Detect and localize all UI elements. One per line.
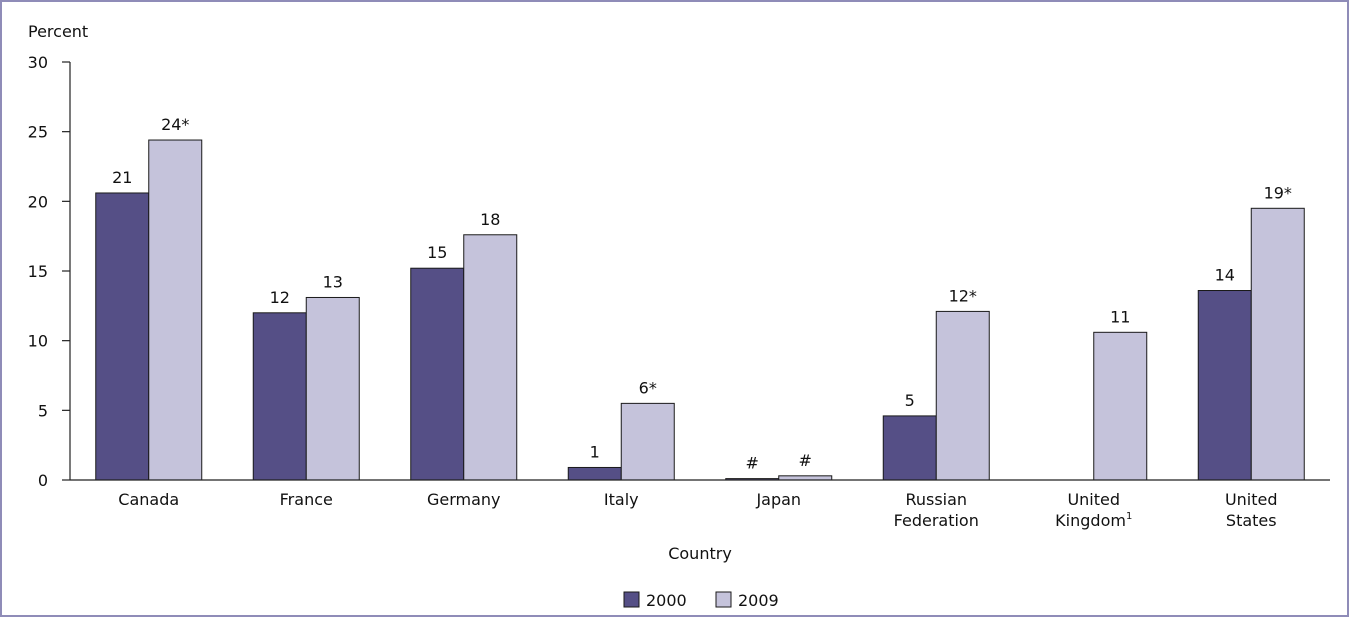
y-tick-label: 30 (28, 53, 48, 72)
legend: 2000 2009 (623, 591, 779, 610)
legend-label: 2009 (738, 591, 779, 610)
bar-2009 (463, 234, 518, 481)
x-tick-label: States (1226, 511, 1277, 530)
bar-group: 1 6* (567, 378, 675, 481)
y-tick-label: 20 (28, 192, 48, 211)
y-tick-label: 10 (28, 332, 48, 351)
bar-group: # # (725, 451, 833, 481)
y-tick-label: 15 (28, 262, 48, 281)
y-tick-label: 25 (28, 123, 48, 142)
data-label: # (746, 454, 759, 473)
x-tick-label: Kingdom1 (1055, 511, 1132, 530)
x-tick-label: Federation (894, 511, 979, 530)
legend-item: 2000 (623, 591, 687, 610)
bar-2009 (778, 475, 833, 481)
bar-group: 12 13 (252, 272, 360, 481)
y-axis-label: Percent (28, 22, 88, 41)
legend-swatch (715, 591, 732, 608)
bar-2000 (1197, 290, 1252, 481)
x-axis-label: Country (668, 544, 732, 563)
bar-group: 21 24* (95, 115, 203, 481)
bar-2009 (305, 296, 360, 481)
bar-2009 (1093, 331, 1148, 481)
x-tick-label: Italy (604, 490, 639, 509)
bar-group: 14 19* (1197, 183, 1305, 481)
x-tick-label: Canada (118, 490, 179, 509)
data-label: 18 (480, 210, 500, 229)
x-tick-label: Russian (905, 490, 967, 509)
x-axis: Canada France Germany Italy Japan Russian Fede… (70, 479, 1330, 530)
data-label: 21 (112, 168, 132, 187)
bar-2000 (95, 192, 150, 481)
data-label: 12* (949, 286, 977, 305)
data-label: 6* (639, 378, 657, 397)
bar-2009 (935, 310, 990, 481)
x-tick-label: Japan (755, 490, 801, 509)
bar-2000 (410, 267, 465, 481)
bar-group: 5 12* (882, 286, 990, 481)
bar-2009 (620, 402, 675, 481)
legend-item: 2009 (715, 591, 779, 610)
data-label: 13 (323, 272, 343, 291)
x-tick-label: United (1067, 490, 1120, 509)
bar-2000 (252, 312, 307, 481)
data-label: 19* (1264, 183, 1292, 202)
data-label: 12 (270, 288, 290, 307)
y-tick-label: 0 (38, 471, 48, 490)
data-label: 5 (905, 391, 915, 410)
bar-2009 (1250, 207, 1305, 481)
data-label: # (799, 451, 812, 470)
bar-2009 (148, 139, 203, 481)
x-tick-label: Germany (427, 490, 501, 509)
data-label: 24* (161, 115, 189, 134)
legend-swatch (623, 591, 640, 608)
data-label: 15 (427, 243, 447, 262)
data-label: 14 (1215, 266, 1235, 285)
bar-group: 11 (1093, 307, 1148, 481)
x-tick-label: France (280, 490, 333, 509)
footnote-superscript: 1 (1126, 511, 1132, 522)
bar-2000 (882, 415, 937, 481)
legend-label: 2000 (646, 591, 687, 610)
bar-2000 (567, 466, 622, 481)
data-label: 11 (1110, 307, 1130, 326)
y-axis: 0 5 10 15 20 25 30 (28, 53, 71, 490)
x-tick-label: United (1225, 490, 1278, 509)
y-tick-label: 5 (38, 401, 48, 420)
data-label: 1 (590, 442, 600, 461)
